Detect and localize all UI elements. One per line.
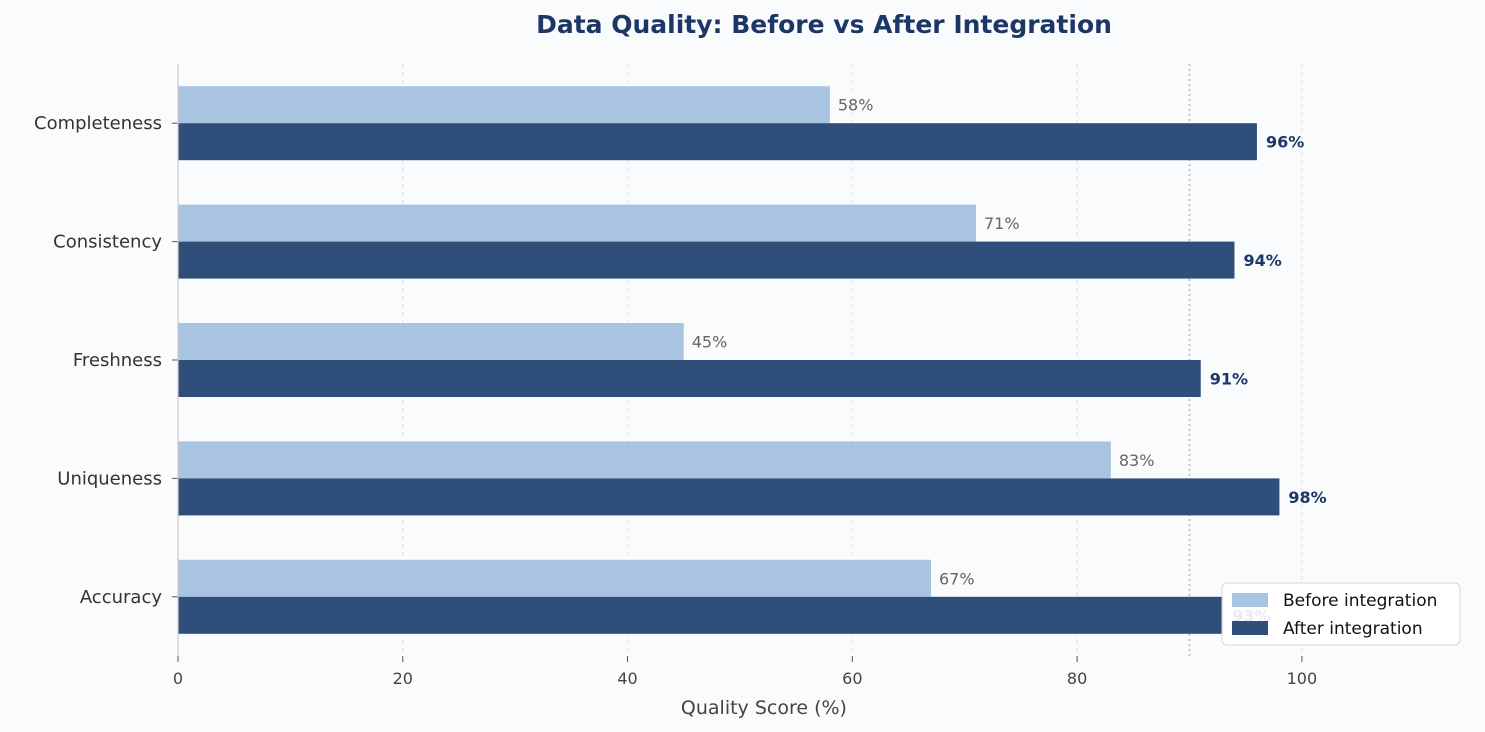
value-label-before-uniqueness: 83% <box>1119 451 1155 470</box>
category-label-accuracy: Accuracy <box>80 587 163 608</box>
bar-before-accuracy <box>178 559 932 597</box>
legend-swatch-after <box>1232 621 1268 635</box>
x-tick-label-0: 0 <box>173 669 183 688</box>
value-label-before-consistency: 71% <box>984 214 1020 233</box>
value-label-after-consistency: 94% <box>1243 251 1281 270</box>
chart-title: Data Quality: Before vs After Integratio… <box>536 10 1112 39</box>
legend-label-after: After integration <box>1283 619 1423 639</box>
category-label-uniqueness: Uniqueness <box>57 468 162 489</box>
legend-label-before: Before integration <box>1283 591 1437 611</box>
bar-before-freshness <box>178 323 684 360</box>
x-tick-label-40: 40 <box>617 669 637 688</box>
value-label-after-completeness: 96% <box>1266 133 1304 152</box>
bar-after-consistency <box>178 241 1235 279</box>
x-tick-label-60: 60 <box>842 669 862 688</box>
bar-before-consistency <box>178 204 976 242</box>
value-label-before-freshness: 45% <box>692 333 728 352</box>
value-label-after-uniqueness: 98% <box>1288 488 1326 507</box>
x-tick-label-20: 20 <box>393 669 413 688</box>
value-label-before-accuracy: 67% <box>939 569 975 588</box>
value-label-after-freshness: 91% <box>1210 370 1248 389</box>
x-tick-label-80: 80 <box>1067 669 1087 688</box>
bar-before-uniqueness <box>178 441 1111 479</box>
x-tick-label-100: 100 <box>1287 669 1318 688</box>
legend-box <box>1221 582 1461 646</box>
bar-before-completeness <box>178 86 830 124</box>
category-label-freshness: Freshness <box>73 350 162 371</box>
category-label-consistency: Consistency <box>53 232 162 253</box>
value-label-before-completeness: 58% <box>838 96 874 115</box>
bar-after-completeness <box>178 123 1257 161</box>
bar-after-freshness <box>178 360 1201 397</box>
x-axis-title: Quality Score (%) <box>681 697 847 719</box>
category-label-completeness: Completeness <box>34 113 162 134</box>
bar-after-uniqueness <box>178 478 1280 516</box>
legend-swatch-before <box>1232 593 1268 607</box>
bar-after-accuracy <box>178 596 1224 634</box>
